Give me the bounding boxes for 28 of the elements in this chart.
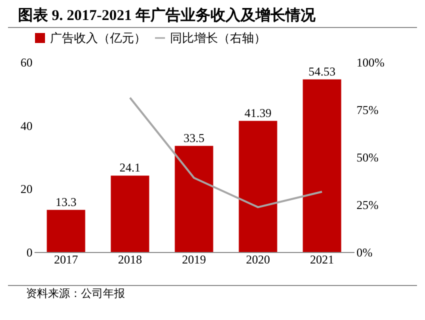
bar	[302, 79, 342, 252]
x-tick-label: 2021	[310, 252, 334, 266]
x-tick-label: 2017	[54, 252, 78, 266]
bar	[110, 176, 150, 252]
data-label: 24.1	[120, 160, 140, 175]
x-tick-label: 2019	[182, 252, 206, 266]
data-label: 33.5	[184, 130, 204, 145]
data-label: 41.39	[244, 106, 272, 120]
y2-tick-label: 50%	[356, 150, 378, 164]
y2-tick-label: 25%	[356, 198, 378, 212]
chart-title: 图表 9. 2017-2021 年广告业务收入及增长情况	[8, 0, 417, 28]
bar	[174, 146, 214, 252]
text: 资料来源：公司年报	[8, 285, 417, 301]
y2-tick-label: 100%	[356, 56, 384, 70]
y-tick-label: 60	[20, 56, 32, 70]
y2-tick-label: 0%	[356, 246, 372, 260]
data-label: 13.3	[56, 194, 76, 209]
y2-tick-label: 75%	[356, 103, 378, 117]
y-tick-label: 0	[26, 246, 32, 260]
legend-label: 同比增长（右轴）	[170, 31, 266, 45]
bar	[238, 120, 278, 252]
legend-label: 广告收入（亿元）	[50, 31, 146, 45]
x-tick-label: 2020	[246, 252, 270, 266]
x-tick-label: 2018	[118, 252, 142, 266]
data-label: 54.53	[308, 64, 336, 78]
bar	[46, 210, 86, 252]
y-tick-label: 40	[20, 118, 32, 133]
y-tick-label: 20	[20, 182, 32, 196]
